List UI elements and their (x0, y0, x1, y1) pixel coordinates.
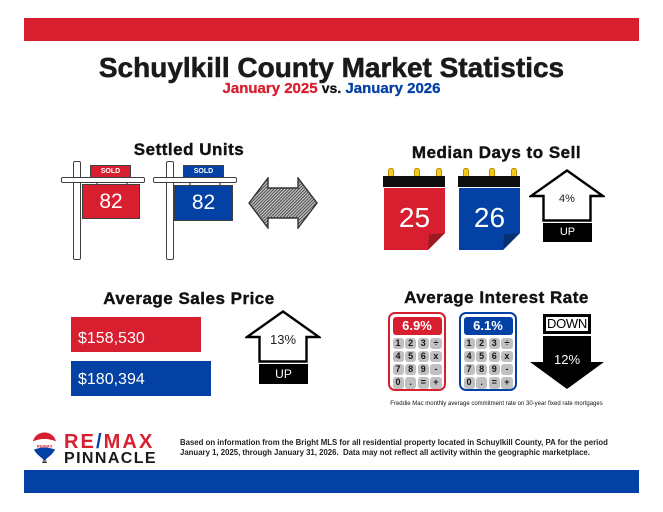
svg-text:RE/MAX: RE/MAX (37, 443, 53, 448)
